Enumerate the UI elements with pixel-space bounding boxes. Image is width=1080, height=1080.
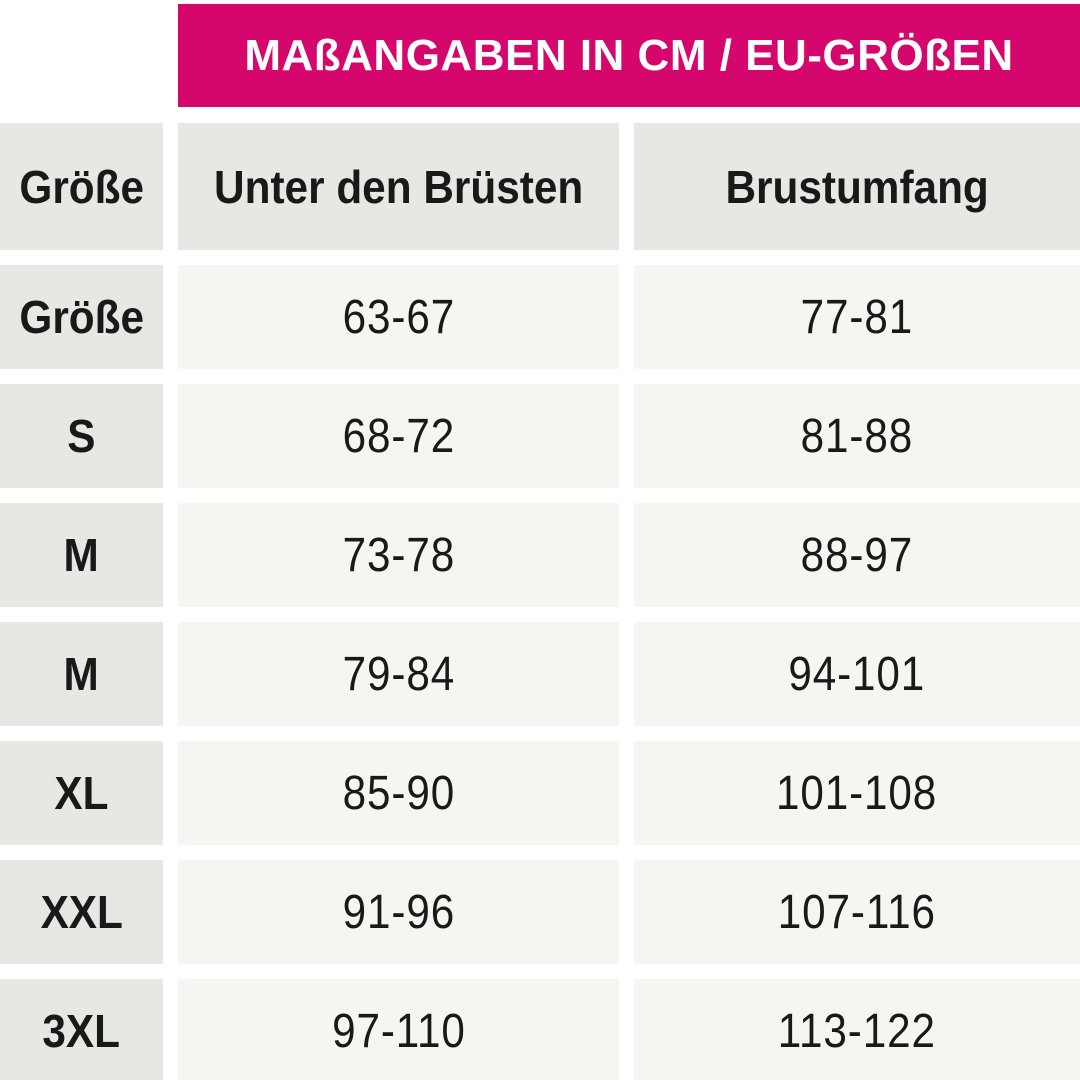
underbust-value-cell: 91-96: [178, 860, 619, 964]
bust-value: 77-81: [800, 290, 914, 344]
size-label-cell: M: [0, 622, 163, 726]
bust-value-cell: 107-116: [634, 860, 1080, 964]
bust-value: 113-122: [777, 1004, 937, 1058]
bust-value-cell: 101-108: [634, 741, 1080, 845]
size-label-cell: S: [0, 384, 163, 488]
bust-value-cell: 88-97: [634, 503, 1080, 607]
bust-value-cell: 113-122: [634, 979, 1080, 1080]
size-label-cell: M: [0, 503, 163, 607]
size-label-cell: Größe: [0, 265, 163, 369]
column-header-underbust-label: Unter den Brüsten: [213, 160, 584, 213]
underbust-value: 97-110: [331, 1004, 466, 1058]
size-label: Größe: [19, 291, 144, 343]
underbust-value: 91-96: [342, 885, 455, 939]
column-header-size-label: Größe: [19, 160, 144, 213]
bust-value-cell: 94-101: [634, 622, 1080, 726]
column-header-bust-label: Brustumfang: [725, 160, 989, 213]
underbust-value-cell: 85-90: [178, 741, 619, 845]
size-label: 3XL: [42, 1005, 121, 1057]
size-label-cell: 3XL: [0, 979, 163, 1080]
column-header-underbust: Unter den Brüsten: [178, 123, 619, 250]
underbust-value: 85-90: [342, 766, 455, 820]
bust-value: 81-88: [800, 409, 914, 463]
column-header-size: Größe: [0, 123, 163, 250]
underbust-value-cell: 97-110: [178, 979, 619, 1080]
underbust-value: 79-84: [342, 647, 455, 701]
size-label: M: [63, 529, 100, 581]
underbust-value: 73-78: [342, 528, 455, 582]
column-header-bust: Brustumfang: [634, 123, 1080, 250]
size-label-cell: XXL: [0, 860, 163, 964]
size-chart-table: Größe Unter den Brüsten Brustumfang Größ…: [0, 123, 1080, 1080]
size-label-cell: XL: [0, 741, 163, 845]
underbust-value-cell: 79-84: [178, 622, 619, 726]
bust-value: 107-116: [777, 885, 937, 939]
underbust-value-cell: 68-72: [178, 384, 619, 488]
underbust-value-cell: 63-67: [178, 265, 619, 369]
size-label: XXL: [40, 886, 123, 938]
bust-value: 94-101: [788, 647, 926, 701]
bust-value-cell: 77-81: [634, 265, 1080, 369]
page-title: MAßANGABEN IN CM / EU-GRÖßEN: [244, 30, 1014, 80]
bust-value: 88-97: [800, 528, 914, 582]
size-label: XL: [54, 767, 109, 819]
bust-value: 101-108: [776, 766, 938, 820]
underbust-value: 68-72: [342, 409, 455, 463]
size-label: S: [67, 410, 96, 462]
underbust-value-cell: 73-78: [178, 503, 619, 607]
title-banner: MAßANGABEN IN CM / EU-GRÖßEN: [178, 4, 1080, 107]
bust-value-cell: 81-88: [634, 384, 1080, 488]
underbust-value: 63-67: [342, 290, 455, 344]
size-label: M: [63, 648, 100, 700]
